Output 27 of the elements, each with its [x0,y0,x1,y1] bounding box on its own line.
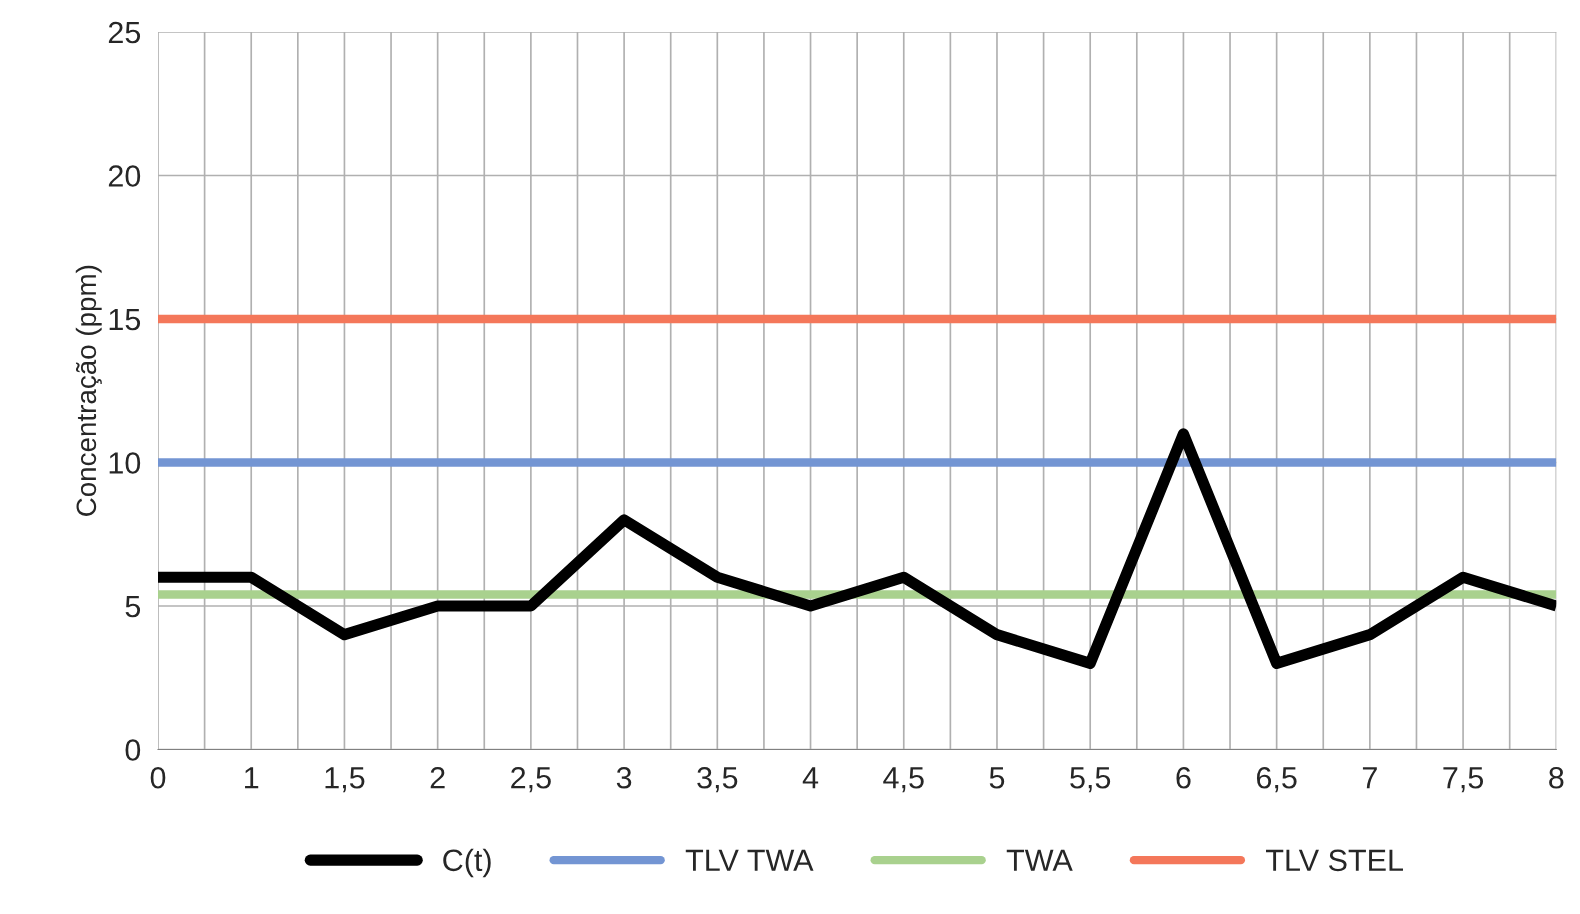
x-tick-label: 2,5 [511,766,551,793]
x-tick-label: 7 [1362,767,1377,789]
y-tick-label: 25 [108,21,141,44]
x-tick-label: 5 [989,767,1005,789]
legend-label: C(t) [443,848,491,878]
y-tick-label: 0 [125,739,141,761]
x-tick-label: 0 [150,766,166,789]
x-tick-label: 2 [430,766,445,789]
x-tick-label: 4,5 [883,767,924,793]
x-tick-label: 3 [616,766,632,789]
x-tick-label: 8 [1549,766,1564,789]
y-tick-label: 5 [125,596,141,618]
x-tick-label: 6 [1176,766,1191,789]
y-tick-label: 15 [109,309,141,331]
legend-label: TLV TWA [685,849,814,871]
y-axis-title: Concentração (ppm) [75,265,102,516]
legend-label: TWA [1006,849,1073,871]
x-tick-label: 1 [245,767,259,789]
y-tick-label: 20 [108,165,141,187]
x-tick-label: 6,5 [1256,766,1297,793]
x-tick-label: 1,5 [325,767,365,793]
x-tick-label: 3,5 [697,766,738,793]
x-tick-label: 4 [802,767,819,789]
y-tick-label: 10 [109,452,141,474]
x-tick-label: 7,5 [1443,767,1484,793]
legend-label: TLV STEL [1266,849,1403,872]
x-tick-label: 5,5 [1070,767,1111,793]
